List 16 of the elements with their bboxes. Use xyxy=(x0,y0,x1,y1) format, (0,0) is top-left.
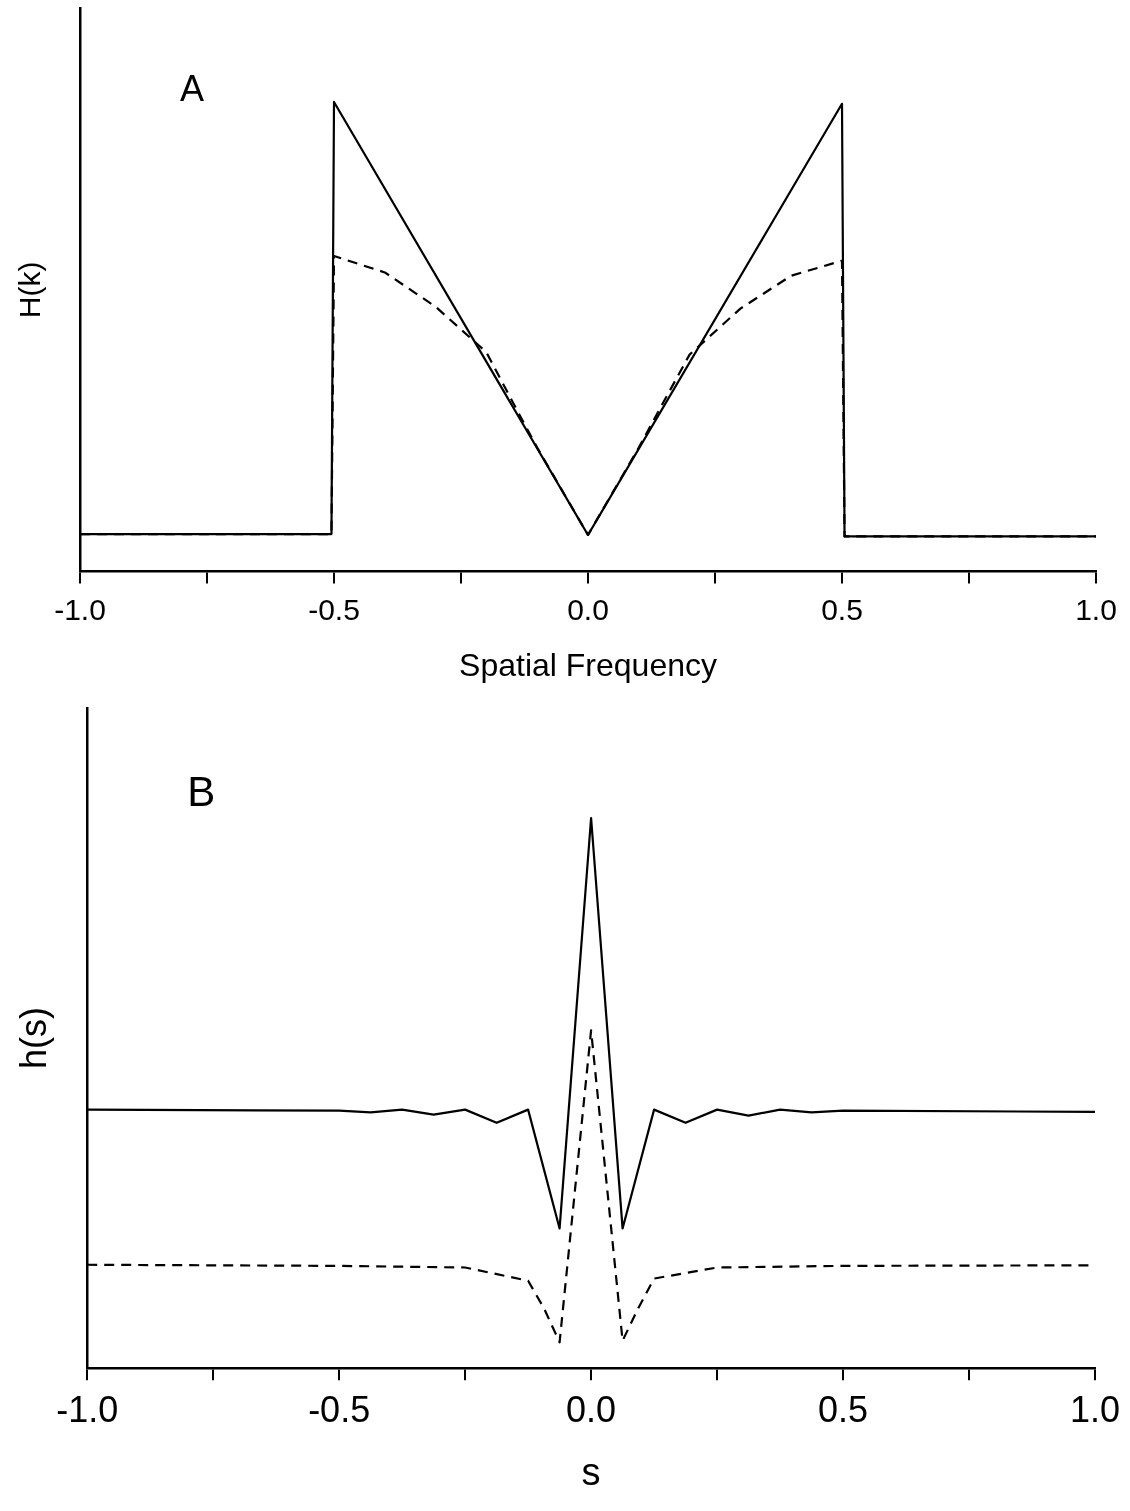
x-tick-label: 1.0 xyxy=(1075,592,1117,626)
x-tick-label: 0.0 xyxy=(567,592,609,626)
x-axis-title: Spatial Frequency xyxy=(459,646,717,683)
x-axis-title: s xyxy=(581,1450,601,1493)
x-tick-label: -1.0 xyxy=(56,1388,119,1430)
x-tick-label: -0.5 xyxy=(308,592,360,626)
text: B xyxy=(187,767,216,815)
x-tick-label: 0.5 xyxy=(818,1388,869,1430)
x-tick-label: -1.0 xyxy=(54,592,106,626)
y-axis-title: H(k) xyxy=(13,261,47,319)
y-axis-title: h(s) xyxy=(12,1007,54,1070)
annotation: A xyxy=(180,67,205,109)
x-tick-label: 0.5 xyxy=(821,592,863,626)
x-tick-label: -0.5 xyxy=(308,1388,371,1430)
x-tick-label: 0.0 xyxy=(566,1388,617,1430)
x-tick-label: 1.0 xyxy=(1069,1388,1120,1430)
